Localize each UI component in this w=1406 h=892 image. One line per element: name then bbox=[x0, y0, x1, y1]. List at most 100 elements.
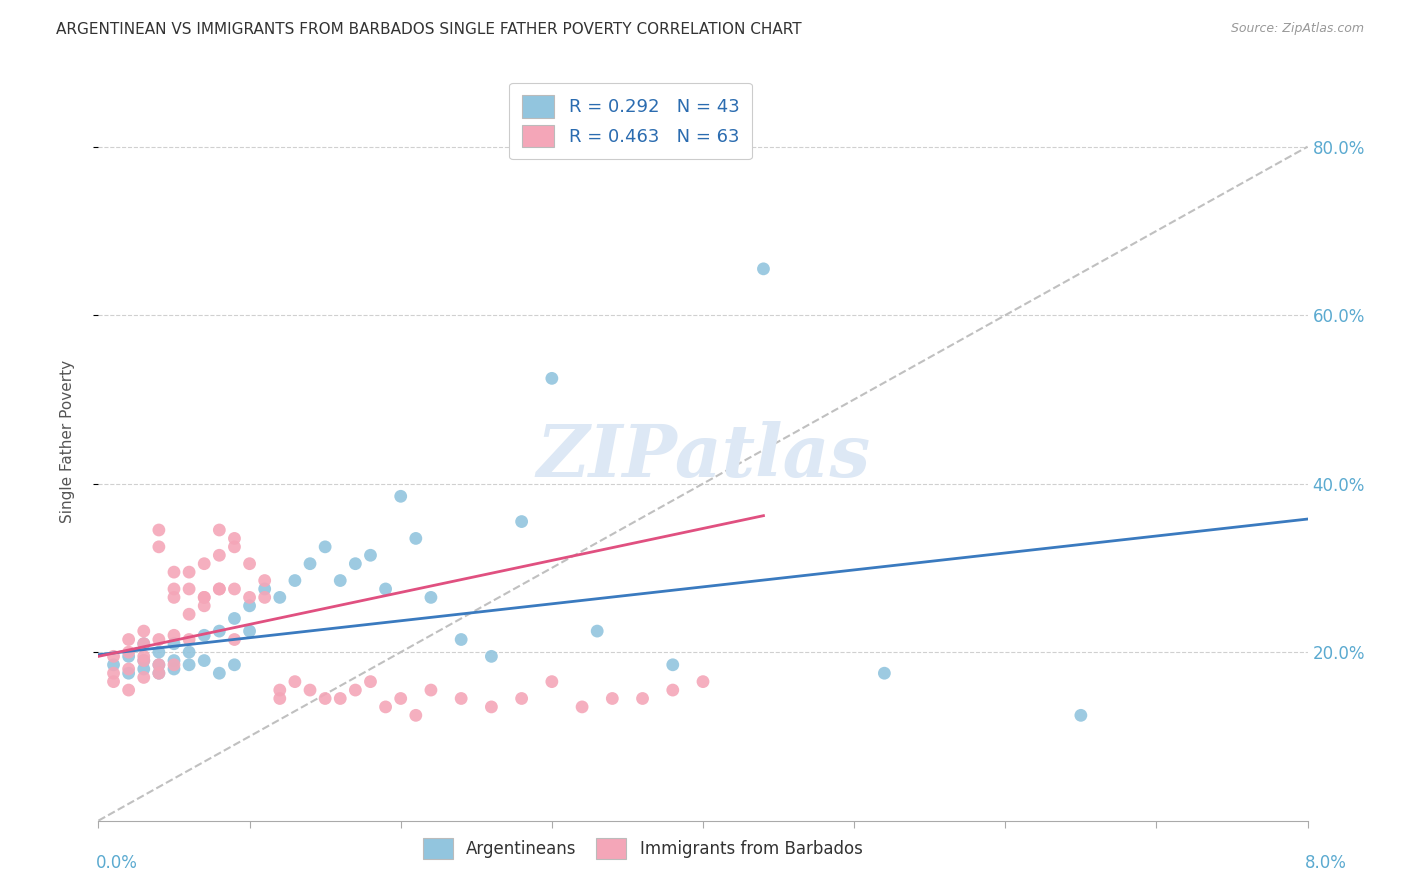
Point bbox=[103, 666, 125, 681]
Point bbox=[405, 532, 427, 546]
Point bbox=[118, 649, 141, 664]
Point bbox=[163, 654, 186, 668]
Point bbox=[179, 607, 201, 622]
Point bbox=[193, 591, 215, 605]
Point bbox=[284, 574, 307, 588]
Point bbox=[132, 637, 155, 651]
Point bbox=[148, 666, 170, 681]
Point bbox=[253, 574, 276, 588]
Point bbox=[374, 582, 396, 596]
Point bbox=[661, 657, 683, 672]
Point bbox=[239, 624, 262, 639]
Point bbox=[148, 666, 170, 681]
Point bbox=[148, 657, 170, 672]
Point bbox=[132, 662, 155, 676]
Point bbox=[299, 557, 322, 571]
Point bbox=[148, 657, 170, 672]
Point bbox=[481, 699, 503, 714]
Point bbox=[450, 691, 472, 706]
Point bbox=[314, 540, 336, 554]
Point bbox=[389, 691, 412, 706]
Point bbox=[148, 645, 170, 659]
Point bbox=[405, 708, 427, 723]
Point bbox=[344, 557, 367, 571]
Point bbox=[450, 632, 472, 647]
Point bbox=[163, 637, 186, 651]
Point bbox=[269, 683, 291, 698]
Point bbox=[163, 662, 186, 676]
Point bbox=[193, 591, 215, 605]
Point bbox=[224, 657, 246, 672]
Point bbox=[179, 645, 201, 659]
Point bbox=[389, 489, 412, 503]
Point bbox=[329, 691, 352, 706]
Point bbox=[224, 532, 246, 546]
Point bbox=[118, 666, 141, 681]
Point bbox=[481, 649, 503, 664]
Point bbox=[586, 624, 609, 639]
Point bbox=[360, 674, 382, 689]
Point bbox=[148, 540, 170, 554]
Point bbox=[571, 699, 593, 714]
Point bbox=[540, 674, 562, 689]
Text: 0.0%: 0.0% bbox=[96, 855, 138, 872]
Point bbox=[420, 683, 443, 698]
Point bbox=[103, 674, 125, 689]
Point bbox=[118, 645, 141, 659]
Point bbox=[132, 624, 155, 639]
Point bbox=[208, 624, 231, 639]
Point bbox=[208, 523, 231, 537]
Point bbox=[148, 632, 170, 647]
Point bbox=[224, 632, 246, 647]
Point bbox=[329, 574, 352, 588]
Point bbox=[224, 611, 246, 625]
Point bbox=[118, 683, 141, 698]
Point bbox=[752, 261, 775, 276]
Point bbox=[661, 683, 683, 698]
Point bbox=[602, 691, 624, 706]
Legend: Argentineans, Immigrants from Barbados: Argentineans, Immigrants from Barbados bbox=[415, 830, 870, 867]
Point bbox=[510, 515, 533, 529]
Point bbox=[208, 548, 231, 563]
Point bbox=[179, 632, 201, 647]
Point bbox=[224, 540, 246, 554]
Point bbox=[253, 582, 276, 596]
Point bbox=[540, 371, 562, 385]
Point bbox=[132, 654, 155, 668]
Point bbox=[374, 699, 396, 714]
Point bbox=[132, 670, 155, 684]
Point bbox=[118, 632, 141, 647]
Point bbox=[208, 666, 231, 681]
Point bbox=[224, 582, 246, 596]
Point bbox=[163, 591, 186, 605]
Y-axis label: Single Father Poverty: Single Father Poverty bbox=[60, 360, 75, 523]
Point bbox=[269, 691, 291, 706]
Point bbox=[299, 683, 322, 698]
Point bbox=[103, 657, 125, 672]
Point bbox=[208, 582, 231, 596]
Point bbox=[179, 565, 201, 579]
Point bbox=[314, 691, 336, 706]
Point bbox=[420, 591, 443, 605]
Point bbox=[1070, 708, 1092, 723]
Point bbox=[344, 683, 367, 698]
Point bbox=[692, 674, 714, 689]
Point bbox=[193, 628, 215, 642]
Text: ARGENTINEAN VS IMMIGRANTS FROM BARBADOS SINGLE FATHER POVERTY CORRELATION CHART: ARGENTINEAN VS IMMIGRANTS FROM BARBADOS … bbox=[56, 22, 801, 37]
Point bbox=[179, 657, 201, 672]
Point bbox=[132, 649, 155, 664]
Point bbox=[208, 582, 231, 596]
Point bbox=[132, 654, 155, 668]
Point bbox=[163, 565, 186, 579]
Point bbox=[193, 654, 215, 668]
Point bbox=[132, 637, 155, 651]
Point bbox=[239, 599, 262, 613]
Point bbox=[631, 691, 654, 706]
Point bbox=[284, 674, 307, 689]
Point bbox=[269, 591, 291, 605]
Text: Source: ZipAtlas.com: Source: ZipAtlas.com bbox=[1230, 22, 1364, 36]
Point bbox=[193, 599, 215, 613]
Text: 8.0%: 8.0% bbox=[1305, 855, 1347, 872]
Point bbox=[163, 582, 186, 596]
Point bbox=[239, 557, 262, 571]
